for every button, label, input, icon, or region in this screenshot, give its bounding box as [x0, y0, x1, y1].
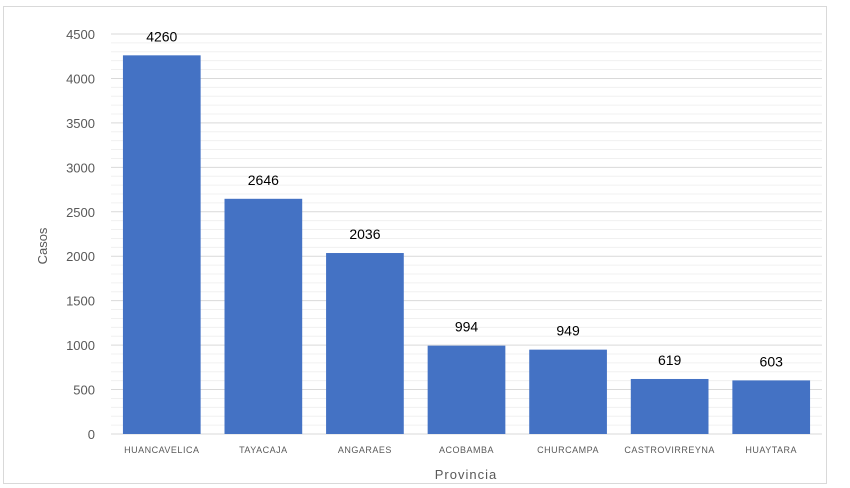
x-axis-label: Provincia — [435, 467, 497, 482]
y-tick-label: 4500 — [66, 27, 95, 42]
data-labels: 4260 2646 2036 994 949 619 603 — [146, 28, 783, 369]
y-tick-label: 3500 — [66, 116, 95, 131]
y-axis-label: Casos — [35, 227, 50, 264]
bar-churcampa — [529, 349, 607, 434]
y-tick-label: 4000 — [66, 71, 95, 86]
y-tick-label: 1000 — [66, 338, 95, 353]
y-tick-label: 0 — [88, 427, 95, 442]
data-label-castrovirreyna: 619 — [658, 352, 682, 368]
data-label-huaytara: 603 — [760, 353, 784, 369]
x-tick-label: HUANCAVELICA — [124, 445, 199, 455]
y-tick-label: 500 — [73, 383, 95, 398]
bar-tayacaja — [224, 198, 303, 434]
data-label-churcampa: 949 — [556, 323, 580, 339]
x-axis-ticks: HUANCAVELICA TAYACAJA ANGARAES ACOBAMBA CHUR… — [124, 445, 797, 455]
data-label-acobamba: 994 — [455, 319, 479, 335]
y-tick-label: 3000 — [66, 160, 95, 175]
y-axis-ticks: 0 500 1000 1500 2000 2500 3000 3500 4000 4500 — [66, 27, 95, 442]
y-tick-label: 2500 — [66, 205, 95, 220]
x-tick-label: CHURCAMPA — [537, 445, 599, 455]
data-label-angaraes: 2036 — [349, 226, 380, 242]
y-tick-label: 2000 — [66, 249, 95, 264]
x-tick-label: HUAYTARA — [745, 445, 797, 455]
y-tick-label: 1500 — [66, 294, 95, 309]
bar-castrovirreyna — [630, 378, 709, 434]
bars — [122, 55, 811, 434]
bar-huaytara — [732, 380, 811, 434]
bar-acobamba — [427, 345, 506, 434]
x-tick-label: ANGARAES — [338, 445, 392, 455]
x-tick-label: CASTROVIRREYNA — [624, 445, 715, 455]
data-label-huancavelica: 4260 — [146, 28, 177, 44]
data-label-tayacaja: 2646 — [248, 172, 279, 188]
bar-angaraes — [326, 253, 404, 434]
x-tick-label: ACOBAMBA — [439, 445, 494, 455]
x-tick-label: TAYACAJA — [239, 445, 288, 455]
bar-huancavelica — [122, 55, 201, 434]
